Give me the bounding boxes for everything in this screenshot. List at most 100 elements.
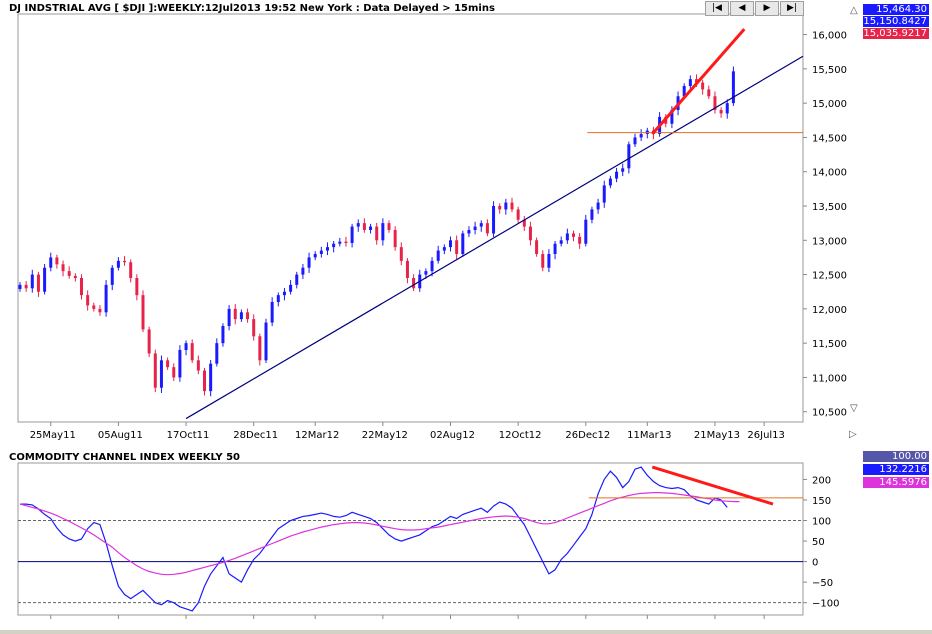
candle-body (252, 319, 256, 337)
candle-body (190, 343, 194, 361)
candle-body (695, 79, 698, 83)
candle-body (485, 223, 489, 234)
candle-body (701, 82, 705, 90)
candle-body (707, 89, 711, 97)
candle-body (92, 305, 96, 309)
candle-body (547, 254, 551, 268)
candle-body (559, 240, 563, 244)
price-y-tick-label: 13,000 (812, 236, 847, 247)
price-y-tick-label: 15,500 (812, 65, 847, 76)
candle-body (362, 223, 366, 230)
candle-body (393, 230, 397, 248)
cci-y-tick-label: 150 (812, 496, 831, 507)
candle-body (387, 223, 391, 230)
candle-body (123, 260, 127, 263)
candle-body (688, 79, 692, 86)
candle-body (147, 329, 151, 354)
candle-body (369, 226, 373, 230)
price-x-tick-label: 26Jul13 (747, 430, 785, 441)
candle-body (295, 274, 299, 285)
candle-body (80, 278, 83, 296)
candle-body (633, 137, 637, 145)
candle-body (590, 209, 594, 220)
candle-body (233, 308, 237, 320)
price-x-tick-label: 22May12 (362, 430, 408, 441)
candle-body (344, 241, 348, 244)
cci-y-tick-label: −50 (812, 578, 833, 589)
arrow-right-icon[interactable]: ▷ (849, 429, 857, 440)
price-x-tick-label: 17Oct11 (167, 430, 210, 441)
candle-body (430, 260, 434, 272)
red-rising-line (651, 28, 746, 135)
price-x-tick-label: 25May11 (30, 430, 76, 441)
cci-badge-level: 100.00 (863, 451, 929, 462)
candle-body (209, 363, 213, 392)
candle-body (239, 312, 243, 320)
candle-body (172, 367, 176, 378)
candle-body (473, 226, 477, 230)
candle-body (424, 271, 428, 275)
price-badge-ma: 15,150.8427 (863, 16, 929, 27)
candle-body (436, 250, 440, 261)
candle-body (221, 326, 225, 344)
candle-body (381, 223, 385, 241)
cci-y-tick-label: −100 (812, 599, 839, 610)
price-y-tick-label: 14,500 (812, 133, 847, 144)
price-y-tick-label: 15,000 (812, 99, 847, 110)
cci-y-tick-label: 50 (812, 537, 825, 548)
candle-body (264, 322, 268, 361)
candle-body (18, 284, 22, 289)
red-falling-line (651, 465, 774, 506)
candle-body (498, 206, 502, 210)
candle-body (301, 267, 305, 275)
candle-body (104, 284, 108, 313)
last-page-button[interactable]: ▶| (780, 1, 804, 16)
candle-body (184, 343, 188, 350)
price-x-tick-label: 28Dec11 (233, 430, 278, 441)
candle-body (116, 260, 120, 268)
candle-body (141, 295, 145, 330)
arrow-up-icon[interactable]: △ (850, 5, 858, 16)
candle-body (307, 257, 311, 268)
candle-body (86, 295, 90, 306)
candle-body (375, 226, 379, 241)
price-y-tick-label: 12,000 (812, 305, 847, 316)
arrow-down-icon[interactable]: ▽ (850, 403, 858, 414)
candle-body (326, 247, 329, 251)
uptrend-line (185, 55, 804, 420)
candle-body (61, 264, 65, 272)
candle-body (350, 226, 354, 244)
candle-body (246, 312, 250, 320)
price-x-tick-label: 12Oct12 (499, 430, 542, 441)
candle-body (565, 233, 569, 241)
candle-body (510, 202, 514, 210)
candle-body (227, 308, 231, 326)
cci-y-tick-label: 200 (812, 475, 831, 486)
candle-body (584, 219, 588, 244)
next-button[interactable]: ▶ (755, 1, 779, 16)
candle-body (553, 243, 557, 254)
candle-body (43, 267, 47, 292)
candle-body (178, 350, 182, 378)
candle-body (313, 254, 317, 258)
candle-body (682, 86, 686, 97)
candle-body (399, 247, 403, 261)
candle-body (338, 241, 342, 244)
candle-body (719, 110, 723, 114)
candle-body (615, 171, 619, 179)
candle-body (479, 223, 483, 227)
price-y-tick-label: 14,000 (812, 168, 847, 179)
candle-body (36, 274, 40, 292)
candle-body (24, 284, 28, 289)
candle-body (110, 267, 114, 285)
candle-body (258, 336, 262, 361)
first-page-button[interactable]: |◀ (705, 1, 729, 16)
candle-body (627, 144, 631, 169)
cci-chart-title: COMMODITY CHANNEL INDEX WEEKLY 50 (9, 452, 240, 463)
candle-body (535, 240, 539, 254)
candle-body (602, 185, 606, 203)
price-chart-title: DJ INDSTRIAL AVG [ $DJI ]:WEEKLY:12Jul20… (9, 3, 495, 14)
candle-body (455, 240, 459, 254)
candle-body (129, 262, 133, 278)
previous-button[interactable]: ◀ (730, 1, 754, 16)
